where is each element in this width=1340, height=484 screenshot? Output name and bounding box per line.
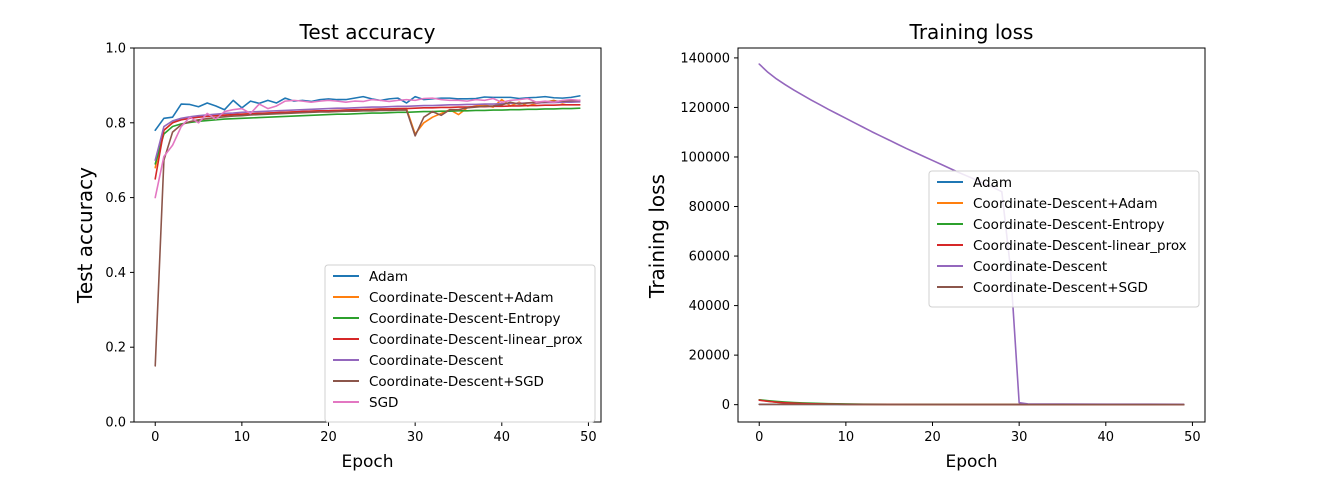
legend-label: Coordinate-Descent+SGD (369, 374, 544, 390)
legend-label: Coordinate-Descent-linear_prox (973, 238, 1187, 254)
chart-title: Test accuracy (299, 20, 436, 44)
y-tick-label: 120000 (680, 101, 730, 116)
y-tick-label: 40000 (689, 299, 730, 314)
legend-label: Coordinate-Descent+SGD (973, 280, 1148, 296)
y-tick-label: 0.4 (105, 266, 126, 281)
legend-label: Coordinate-Descent-Entropy (369, 311, 561, 327)
x-tick-label: 50 (580, 430, 597, 445)
x-tick-label: 10 (234, 430, 251, 445)
x-tick-label: 0 (151, 430, 159, 445)
x-tick-label: 30 (1011, 430, 1028, 445)
x-tick-label: 40 (494, 430, 511, 445)
legend: Adam Coordinate-Descent+Adam Coordinate-De… (325, 265, 595, 422)
y-tick-label: 0.0 (105, 416, 126, 431)
x-tick-label: 40 (1098, 430, 1115, 445)
y-tick-label: 1.0 (105, 42, 126, 57)
y-tick-label: 100000 (680, 150, 730, 165)
x-tick-label: 20 (320, 430, 337, 445)
training-loss-panel: Training loss Epoch Training loss 0 10 20 3… (645, 20, 1205, 472)
chart-title: Training loss (909, 20, 1034, 44)
y-axis-label: Training loss (645, 174, 669, 299)
y-tick-label: 20000 (689, 349, 730, 364)
x-tick-label: 50 (1184, 430, 1201, 445)
legend: Adam Coordinate-Descent+Adam Coordinate-De… (929, 171, 1199, 307)
legend-label: Coordinate-Descent (369, 353, 503, 369)
x-tick-label: 20 (924, 430, 941, 445)
x-tick-label: 0 (755, 430, 763, 445)
y-tick-label: 0.2 (105, 341, 126, 356)
y-tick-label: 80000 (689, 200, 730, 215)
legend-label: SGD (369, 395, 398, 411)
y-tick-label: 0.8 (105, 116, 126, 131)
y-axis-label: Test accuracy (73, 167, 97, 304)
test-accuracy-panel: Test accuracy Epoch Test accuracy 0 10 20 3… (73, 20, 601, 472)
x-tick-label: 30 (407, 430, 424, 445)
y-tick-label: 140000 (680, 51, 730, 66)
x-tick-label: 10 (838, 430, 855, 445)
legend-label: Coordinate-Descent+Adam (369, 290, 554, 306)
legend-label: Coordinate-Descent-linear_prox (369, 332, 583, 348)
x-axis-label: Epoch (341, 452, 393, 472)
y-tick-label: 0.6 (105, 191, 126, 206)
legend-label: Adam (369, 269, 408, 285)
legend-label: Adam (973, 175, 1012, 191)
legend-label: Coordinate-Descent+Adam (973, 196, 1158, 212)
y-tick-label: 60000 (689, 250, 730, 265)
legend-label: Coordinate-Descent-Entropy (973, 217, 1165, 233)
x-axis-label: Epoch (945, 452, 997, 472)
legend-label: Coordinate-Descent (973, 259, 1107, 275)
y-tick-label: 0 (722, 398, 730, 413)
